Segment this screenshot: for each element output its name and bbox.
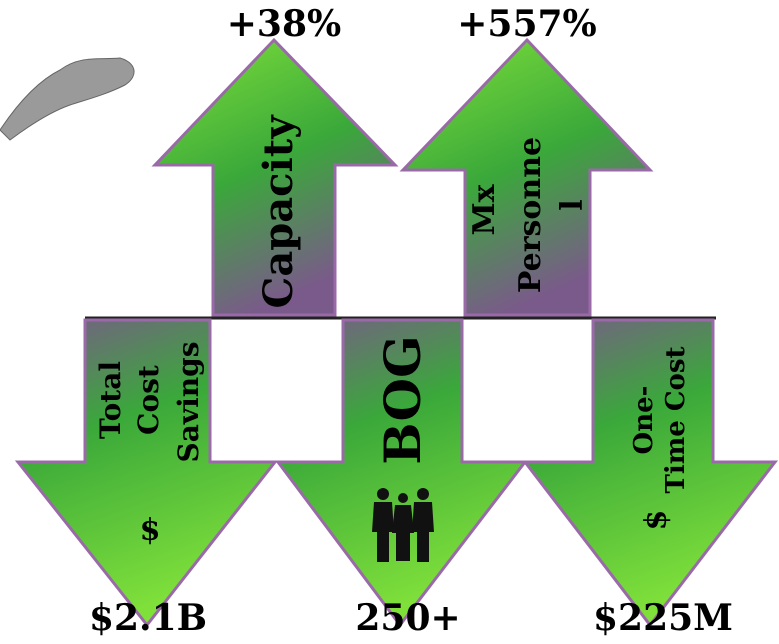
label: Mx [467,183,502,235]
down-arrow [275,318,529,628]
down-arrow [521,318,779,628]
label: Personne [513,137,548,293]
map-shape [0,57,135,141]
label: l [555,199,590,210]
down-arrow [14,318,279,628]
up-arrow [151,37,399,317]
up-arrow [399,37,654,317]
value: $225M [593,597,733,639]
label: Time Cost [661,346,691,493]
value: $2.1B [89,597,207,639]
value: +557% [457,3,597,45]
symbol: $ [140,513,161,548]
symbol: $ [639,510,674,531]
value: 250+ [355,597,460,639]
label: Savings [172,342,205,463]
label: Capacity [255,114,302,309]
value: +38% [227,3,341,45]
label: Cost [132,365,165,435]
label: Total [94,361,127,439]
label: BOG [373,335,432,464]
label: One- [629,386,659,455]
people-icon [372,488,434,562]
